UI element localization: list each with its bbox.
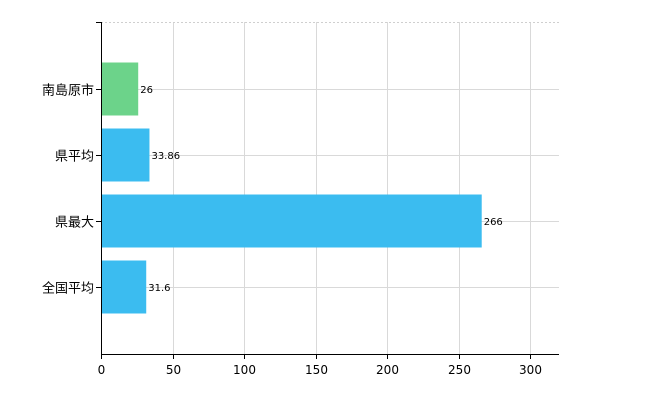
- data-label-3: 31.6: [148, 283, 170, 294]
- x-tick-label-0: 0: [98, 363, 106, 377]
- data-label-2: 266: [484, 217, 503, 228]
- category-label-2: 県最大: [55, 216, 94, 231]
- bar-layer: [101, 62, 482, 314]
- x-tick-label-6: 300: [519, 363, 542, 377]
- x-tick-label-2: 100: [233, 363, 256, 377]
- x-tick-label-1: 50: [166, 363, 181, 377]
- bar-3: [101, 260, 147, 314]
- category-label-1: 県平均: [55, 150, 94, 165]
- category-label-0: 南島原市: [42, 83, 94, 99]
- category-label-3: 全国平均: [42, 281, 94, 297]
- axis-layer: [96, 22, 559, 359]
- bar-0: [101, 62, 139, 116]
- x-tick-label-3: 150: [305, 363, 328, 377]
- bar-1: [101, 128, 150, 182]
- data-label-1: 33.86: [151, 151, 180, 162]
- x-tick-label-4: 200: [376, 363, 399, 377]
- data-label-0: 26: [140, 85, 153, 96]
- x-tick-label-5: 250: [448, 363, 471, 377]
- grid-layer: [101, 22, 559, 354]
- bar-2: [101, 194, 482, 248]
